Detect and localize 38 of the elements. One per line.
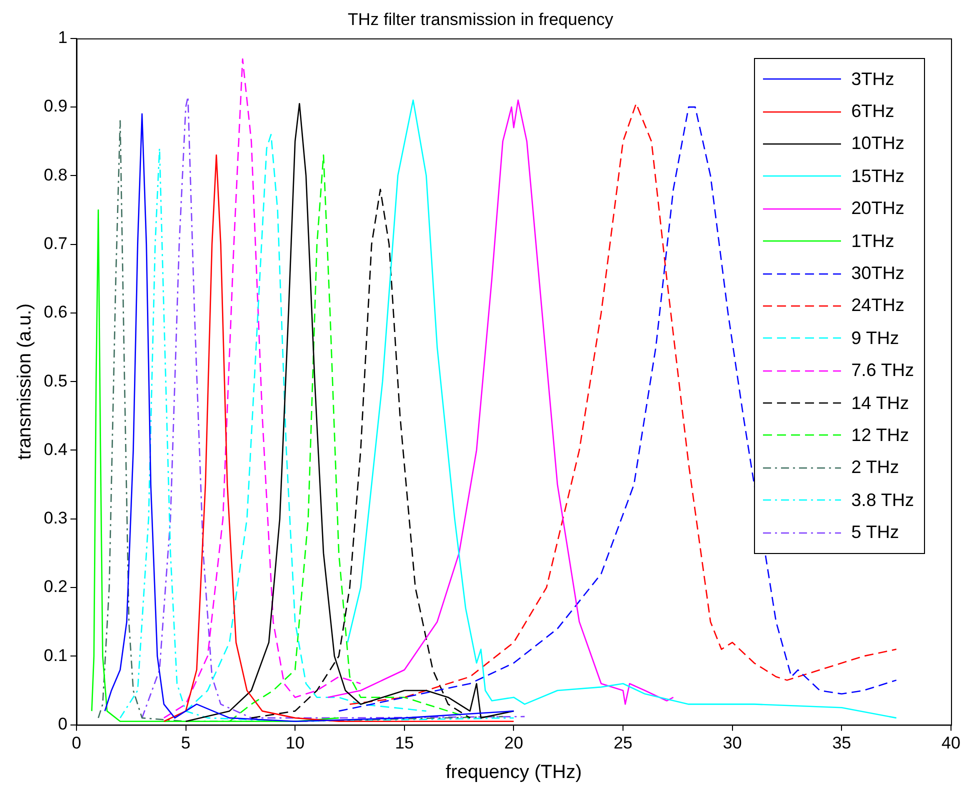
- legend-label: 30THz: [851, 263, 904, 284]
- x-tick-label: 25: [614, 734, 632, 753]
- y-tick-label: 0.7: [44, 234, 68, 254]
- y-tick-label: 0.2: [44, 577, 68, 596]
- x-tick-label: 10: [286, 734, 305, 753]
- legend-label: 2 THz: [851, 457, 899, 478]
- y-axis-title: transmission (a.u.): [14, 303, 36, 460]
- legend-label: 15THz: [851, 166, 904, 187]
- y-tick-label: 1: [58, 28, 68, 48]
- legend-label: 6THz: [851, 101, 894, 122]
- x-tick-label: 40: [942, 734, 960, 753]
- legend-label: 12 THz: [851, 424, 909, 446]
- y-tick-label: 0: [58, 714, 68, 734]
- legend-label: 3THz: [851, 68, 894, 90]
- y-tick-label: 0.9: [44, 96, 68, 116]
- y-tick-label: 0.6: [44, 302, 68, 322]
- legend-label: 24THz: [851, 295, 904, 316]
- y-tick-label: 0.3: [44, 508, 68, 528]
- y-tick-label: 0.8: [44, 165, 68, 184]
- chart-title: THz filter transmission in frequency: [348, 10, 614, 29]
- y-tick-label: 0.5: [44, 371, 68, 390]
- legend-label: 5 THz: [851, 522, 899, 544]
- x-tick-label: 30: [722, 734, 742, 753]
- legend-label: 10THz: [851, 133, 904, 154]
- x-tick-label: 15: [394, 734, 414, 753]
- y-tick-label: 0.1: [44, 646, 68, 665]
- legend-label: 7.6 THz: [851, 360, 914, 382]
- legend-label: 20THz: [851, 198, 904, 220]
- legend-label: 1THz: [851, 230, 894, 252]
- legend-label: 3.8 THz: [851, 490, 914, 511]
- x-tick-label: 35: [832, 734, 852, 753]
- legend-label: 9 THz: [851, 328, 899, 349]
- x-tick-label: 20: [504, 734, 524, 753]
- x-tick-label: 5: [181, 734, 190, 753]
- x-axis-title: frequency (THz): [446, 762, 582, 783]
- y-tick-label: 0.4: [44, 440, 68, 459]
- x-tick-label: 0: [72, 734, 82, 753]
- legend-label: 14 THz: [851, 392, 909, 414]
